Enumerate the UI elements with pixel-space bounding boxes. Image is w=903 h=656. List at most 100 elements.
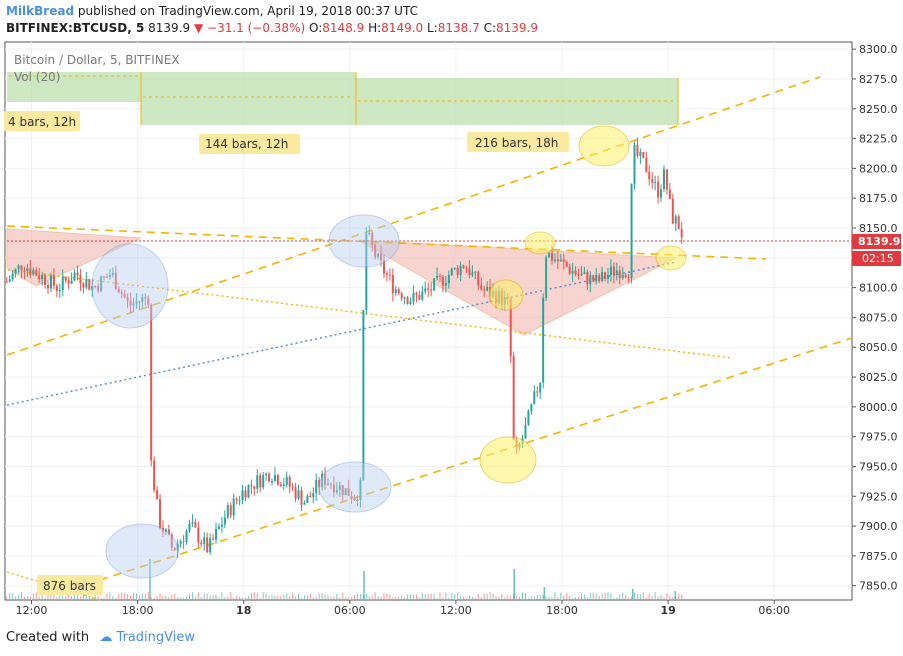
candle-body bbox=[624, 274, 627, 277]
x-tick-label: 18:00 bbox=[546, 604, 578, 617]
candle-body bbox=[350, 495, 353, 499]
candle-body bbox=[67, 280, 70, 284]
candle-body bbox=[530, 403, 533, 411]
candle-body bbox=[241, 490, 244, 501]
author-link[interactable]: MilkBread bbox=[6, 4, 75, 18]
candle-body bbox=[147, 298, 150, 305]
blue-dotted-trendline bbox=[6, 261, 677, 406]
candle-body bbox=[400, 293, 403, 299]
high-value: 8149.0 bbox=[381, 21, 424, 35]
candle-body bbox=[341, 485, 344, 496]
low-label: L: bbox=[427, 21, 438, 35]
footer: Created with ☁ TradingView bbox=[6, 630, 195, 645]
candle-body bbox=[365, 233, 368, 311]
candle-body bbox=[256, 475, 259, 489]
candle-body bbox=[471, 272, 474, 276]
candle-body bbox=[636, 144, 639, 156]
candle-body bbox=[359, 479, 362, 501]
candle-body bbox=[217, 526, 220, 529]
candle-body bbox=[276, 475, 279, 485]
y-tick-label: 8100.0 bbox=[859, 282, 898, 295]
candle-body bbox=[577, 274, 580, 276]
open-value: 8148.9 bbox=[322, 21, 365, 35]
candle-body bbox=[315, 480, 318, 494]
candle-body bbox=[105, 276, 108, 278]
x-tick-label: 06:00 bbox=[758, 604, 790, 617]
candle-body bbox=[5, 281, 8, 283]
last-price: 8139.9 bbox=[148, 21, 191, 35]
candle-body bbox=[377, 253, 380, 257]
range-box-a bbox=[7, 72, 141, 102]
candle-body bbox=[542, 297, 545, 383]
candle-body bbox=[129, 300, 132, 306]
resistance-line bbox=[6, 225, 767, 260]
tradingview-link[interactable]: ☁ TradingView bbox=[99, 630, 195, 645]
candle-body bbox=[85, 279, 88, 288]
candle-body bbox=[288, 477, 291, 487]
time-axis[interactable]: 12:00 18:00 18 06:00 12:00 18:00 19 06:00 bbox=[16, 600, 790, 617]
candle-body bbox=[23, 270, 26, 272]
created-with-text: Created with bbox=[6, 630, 90, 645]
candle-body bbox=[474, 271, 477, 273]
yellow-ellipse-3 bbox=[488, 279, 524, 311]
candle-body bbox=[58, 290, 61, 292]
bars-label-c-bg bbox=[467, 132, 569, 152]
candle-body bbox=[159, 499, 162, 528]
y-tick-label: 8175.0 bbox=[859, 192, 898, 205]
candle-body bbox=[297, 490, 300, 499]
candle-body bbox=[108, 275, 111, 278]
price-change: ▼ −31.1 (−0.38%) bbox=[193, 21, 306, 35]
y-tick-label: 7975.0 bbox=[859, 431, 898, 444]
y-tick-label: 7850.0 bbox=[859, 580, 898, 593]
candle-body bbox=[583, 271, 586, 274]
x-tick-label: 19 bbox=[660, 604, 675, 617]
candle-body bbox=[639, 151, 642, 156]
candle-body bbox=[424, 288, 427, 292]
candle-body bbox=[568, 266, 571, 274]
candle-body bbox=[586, 271, 589, 285]
candle-body bbox=[662, 169, 665, 190]
x-tick-label: 06:00 bbox=[334, 604, 366, 617]
range-box-b bbox=[141, 72, 356, 125]
x-tick-label: 18:00 bbox=[122, 604, 154, 617]
y-tick-label: 8075.0 bbox=[859, 311, 898, 324]
candle-body bbox=[674, 216, 677, 224]
candle-body bbox=[645, 158, 648, 172]
bars-label-a: 4 bars, 12h bbox=[8, 115, 76, 129]
candle-body bbox=[279, 484, 282, 487]
candle-body bbox=[191, 522, 194, 524]
candle-body bbox=[382, 260, 385, 274]
candle-body bbox=[103, 276, 106, 278]
bars-label-d: 876 bars bbox=[43, 579, 96, 593]
triangle-pattern-left bbox=[6, 228, 142, 287]
candle-body bbox=[91, 286, 94, 290]
candle-body bbox=[188, 523, 191, 532]
candle-body bbox=[459, 265, 462, 275]
candle-body bbox=[548, 253, 551, 258]
candle-body bbox=[26, 268, 29, 272]
candle-body bbox=[601, 272, 604, 282]
candle-body bbox=[680, 229, 683, 238]
candle-body bbox=[403, 297, 406, 299]
candle-body bbox=[612, 266, 615, 276]
price-axis[interactable]: 8300.0 8275.0 8250.0 8225.0 8200.0 8175.0 8150… bbox=[852, 43, 898, 593]
volume-bars bbox=[6, 559, 683, 599]
candle-body bbox=[329, 483, 332, 485]
candle-body bbox=[438, 275, 441, 277]
candle-body bbox=[300, 490, 303, 505]
candle-body bbox=[368, 232, 371, 234]
candle-body bbox=[164, 529, 167, 533]
candle-body bbox=[138, 301, 141, 303]
candle-body bbox=[565, 261, 568, 267]
candle-body bbox=[344, 488, 347, 496]
dotted-trendline-left bbox=[6, 571, 101, 601]
candle-body bbox=[353, 498, 356, 501]
candle-body bbox=[356, 500, 359, 502]
candle-body bbox=[17, 265, 20, 270]
candle-body bbox=[536, 391, 539, 393]
y-tick-label: 7875.0 bbox=[859, 550, 898, 563]
candle-body bbox=[170, 534, 173, 548]
yellow-ellipse-4 bbox=[655, 245, 687, 271]
candle-body bbox=[609, 266, 612, 275]
